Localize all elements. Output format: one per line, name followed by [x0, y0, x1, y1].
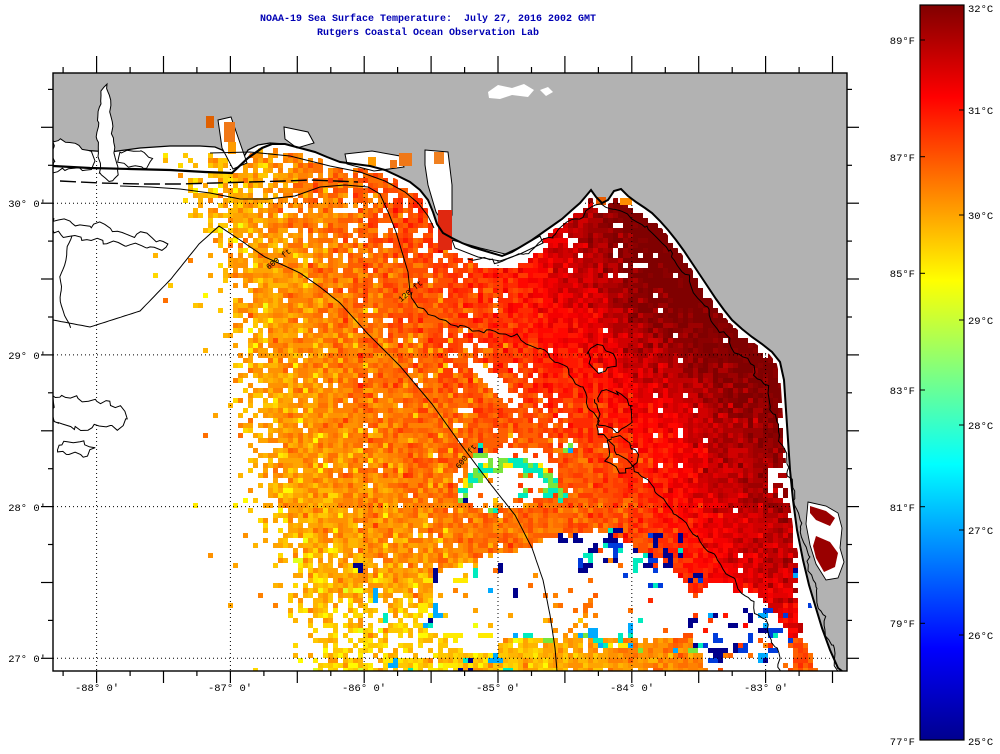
svg-text:Rutgers Coastal Ocean Observat: Rutgers Coastal Ocean Observation Lab — [317, 27, 539, 39]
svg-text:30° 0': 30° 0' — [8, 199, 46, 211]
svg-text:28° 0': 28° 0' — [8, 503, 46, 515]
svg-text:26°C: 26°C — [968, 631, 993, 643]
svg-text:83°F: 83°F — [890, 386, 915, 398]
svg-text:28°C: 28°C — [968, 421, 993, 433]
svg-text:27° 0': 27° 0' — [8, 654, 46, 666]
svg-text:81°F: 81°F — [890, 503, 915, 515]
svg-text:87°F: 87°F — [890, 153, 915, 165]
svg-text:31°C: 31°C — [968, 106, 993, 118]
svg-text:NOAA-19 Sea Surface Temperatur: NOAA-19 Sea Surface Temperature: July 27… — [260, 13, 596, 25]
svg-text:85°F: 85°F — [890, 269, 915, 281]
svg-text:-85° 0': -85° 0' — [476, 683, 520, 695]
svg-text:27°C: 27°C — [968, 526, 993, 538]
svg-text:30°C: 30°C — [968, 211, 993, 223]
svg-text:-88° 0': -88° 0' — [75, 683, 119, 695]
svg-text:29°C: 29°C — [968, 316, 993, 328]
svg-text:-84° 0': -84° 0' — [610, 683, 654, 695]
svg-text:89°F: 89°F — [890, 36, 915, 48]
svg-text:77°F: 77°F — [890, 737, 915, 749]
svg-text:79°F: 79°F — [890, 619, 915, 631]
svg-text:-83° 0': -83° 0' — [744, 683, 788, 695]
svg-text:25°C: 25°C — [968, 737, 993, 749]
svg-text:29° 0': 29° 0' — [8, 351, 46, 363]
svg-text:-86° 0': -86° 0' — [342, 683, 386, 695]
svg-text:-87° 0': -87° 0' — [208, 683, 252, 695]
svg-text:32°C: 32°C — [968, 4, 993, 16]
